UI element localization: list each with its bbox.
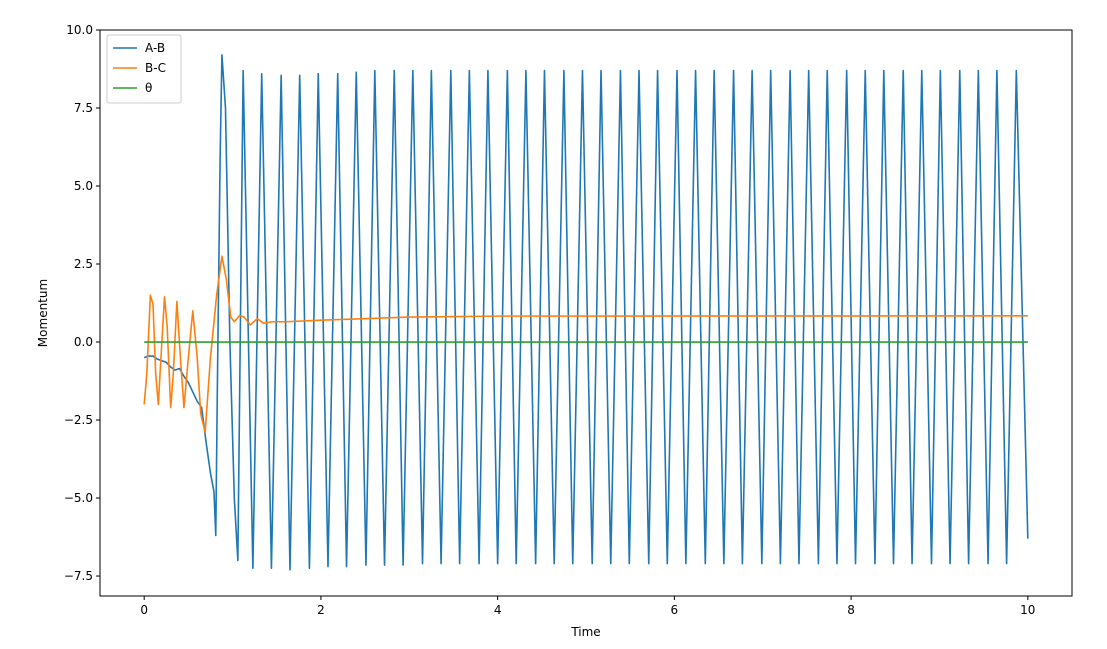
legend-label: A-B bbox=[145, 41, 165, 55]
x-tick-label: 10 bbox=[1020, 603, 1035, 617]
series-line bbox=[143, 54, 1029, 571]
x-tick-label: 0 bbox=[140, 603, 148, 617]
x-tick-label: 2 bbox=[317, 603, 325, 617]
y-tick-label: 0.0 bbox=[74, 335, 93, 349]
x-tick-label: 8 bbox=[847, 603, 855, 617]
y-tick-label: −5.0 bbox=[64, 491, 93, 505]
y-tick-label: 2.5 bbox=[74, 257, 93, 271]
y-tick-label: 7.5 bbox=[74, 101, 93, 115]
series-line bbox=[143, 255, 1028, 434]
x-tick-label: 4 bbox=[494, 603, 502, 617]
x-axis-label: Time bbox=[570, 625, 600, 639]
y-tick-label: −7.5 bbox=[64, 569, 93, 583]
x-tick-label: 6 bbox=[671, 603, 679, 617]
legend-label: θ bbox=[145, 81, 152, 95]
y-tick-label: 5.0 bbox=[74, 179, 93, 193]
legend-label: B-C bbox=[145, 61, 166, 75]
plot-frame bbox=[99, 29, 1073, 597]
legend-box bbox=[106, 34, 182, 104]
y-tick-label: −2.5 bbox=[64, 413, 93, 427]
y-axis-label: Momentum bbox=[36, 279, 50, 347]
y-tick-label: 10.0 bbox=[66, 23, 93, 37]
